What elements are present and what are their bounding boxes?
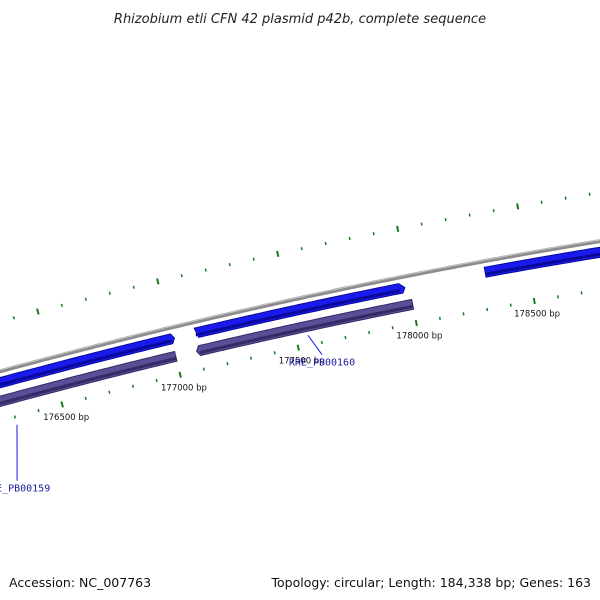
tick-label-178000: 178000 bp: [396, 332, 442, 342]
outer-tick-major-tick: [516, 203, 520, 210]
outer-tick-minor-tick: [300, 247, 303, 251]
gene-label-rhe_pb00160: RHE_PB00160: [289, 358, 355, 369]
map-title: Rhizobium etli CFN 42 plasmid p42b, comp…: [114, 12, 486, 27]
outer-tick-minor-tick: [108, 291, 111, 295]
outer-tick-major-tick: [396, 225, 400, 232]
outer-tick-minor-tick: [492, 209, 495, 213]
outer-tick-minor-tick: [372, 232, 375, 236]
inner-tick-major-tick: [60, 401, 64, 408]
inner-tick-major-tick: [296, 344, 300, 351]
outer-tick-minor-tick: [12, 316, 15, 320]
inner-tick-minor-tick: [108, 390, 111, 394]
inner-tick-minor-tick: [155, 378, 158, 383]
gene-shade: [199, 304, 414, 355]
inner-tick-minor-tick: [368, 330, 371, 335]
gene-shade: [0, 356, 177, 406]
outer-tick-minor-tick: [84, 297, 87, 301]
tick-label-177000: 177000 bp: [161, 383, 207, 393]
labels-layer: 176500 bp 177000 bp 177500 bp 178000 bp 1785…: [0, 310, 560, 495]
tick-label-177500: 177500 bp: [279, 356, 325, 366]
tick-label-176500: 176500 bp: [43, 413, 89, 423]
inner-tick-minor-tick: [202, 367, 205, 371]
inner-tick-minor-tick: [131, 384, 135, 388]
gene-shade: [195, 289, 401, 337]
outer-tick-minor-tick: [60, 303, 63, 307]
outer-tick-minor-tick: [420, 222, 423, 226]
tick-label-178500: 178500 bp: [514, 310, 560, 320]
outer-tick-minor-tick: [132, 285, 135, 289]
gene-shade: [0, 339, 173, 387]
outer-tick-minor-tick: [348, 236, 351, 241]
backbone-line: [0, 239, 600, 374]
inner-tick-minor-tick: [509, 303, 512, 307]
outer-tick-minor-tick: [444, 217, 447, 222]
ticks-layer: [12, 192, 591, 419]
outer-tick-minor-tick: [204, 268, 207, 272]
inner-tick-minor-tick: [462, 312, 465, 316]
outer-tick-major-tick: [36, 308, 40, 315]
topology-summary-text: Topology: circular; Length: 184,338 bp; …: [271, 575, 592, 590]
gene-shade: [485, 252, 600, 276]
inner-tick-minor-tick: [438, 316, 441, 321]
outer-tick-major-tick: [276, 250, 280, 258]
accession-text: Accession: NC_007763: [9, 575, 151, 590]
backbone-highlight: [0, 239, 600, 371]
inner-tick-minor-tick: [320, 340, 323, 345]
backbone-layer: [0, 239, 600, 374]
outer-tick-minor-tick: [252, 257, 255, 261]
inner-tick-minor-tick: [249, 356, 253, 360]
inner-tick-minor-tick: [13, 415, 17, 419]
inner-tick-minor-tick: [580, 291, 583, 295]
outer-tick-minor-tick: [540, 200, 543, 204]
outer-tick-minor-tick: [180, 274, 183, 278]
inner-tick-major-tick: [178, 371, 182, 378]
inner-tick-minor-tick: [556, 295, 559, 299]
inner-tick-major-tick: [414, 319, 418, 327]
outer-tick-minor-tick: [324, 241, 327, 246]
inner-tick-major-tick: [532, 297, 536, 305]
inner-tick-minor-tick: [486, 307, 489, 312]
outer-tick-minor-tick: [228, 262, 231, 267]
genes-layer: [0, 246, 600, 408]
outer-tick-major-tick: [156, 278, 160, 285]
inner-tick-minor-tick: [344, 335, 347, 340]
gene-label-leader: [307, 335, 323, 355]
outer-tick-minor-tick: [468, 213, 471, 217]
inner-tick-minor-tick: [37, 409, 40, 413]
inner-tick-minor-tick: [84, 396, 87, 400]
inner-tick-minor-tick: [391, 326, 394, 330]
gene-label-rhe_pb00159: RHE_PB00159: [0, 484, 50, 495]
outer-tick-minor-tick: [564, 196, 567, 200]
inner-tick-minor-tick: [226, 361, 229, 366]
inner-tick-minor-tick: [273, 351, 276, 355]
